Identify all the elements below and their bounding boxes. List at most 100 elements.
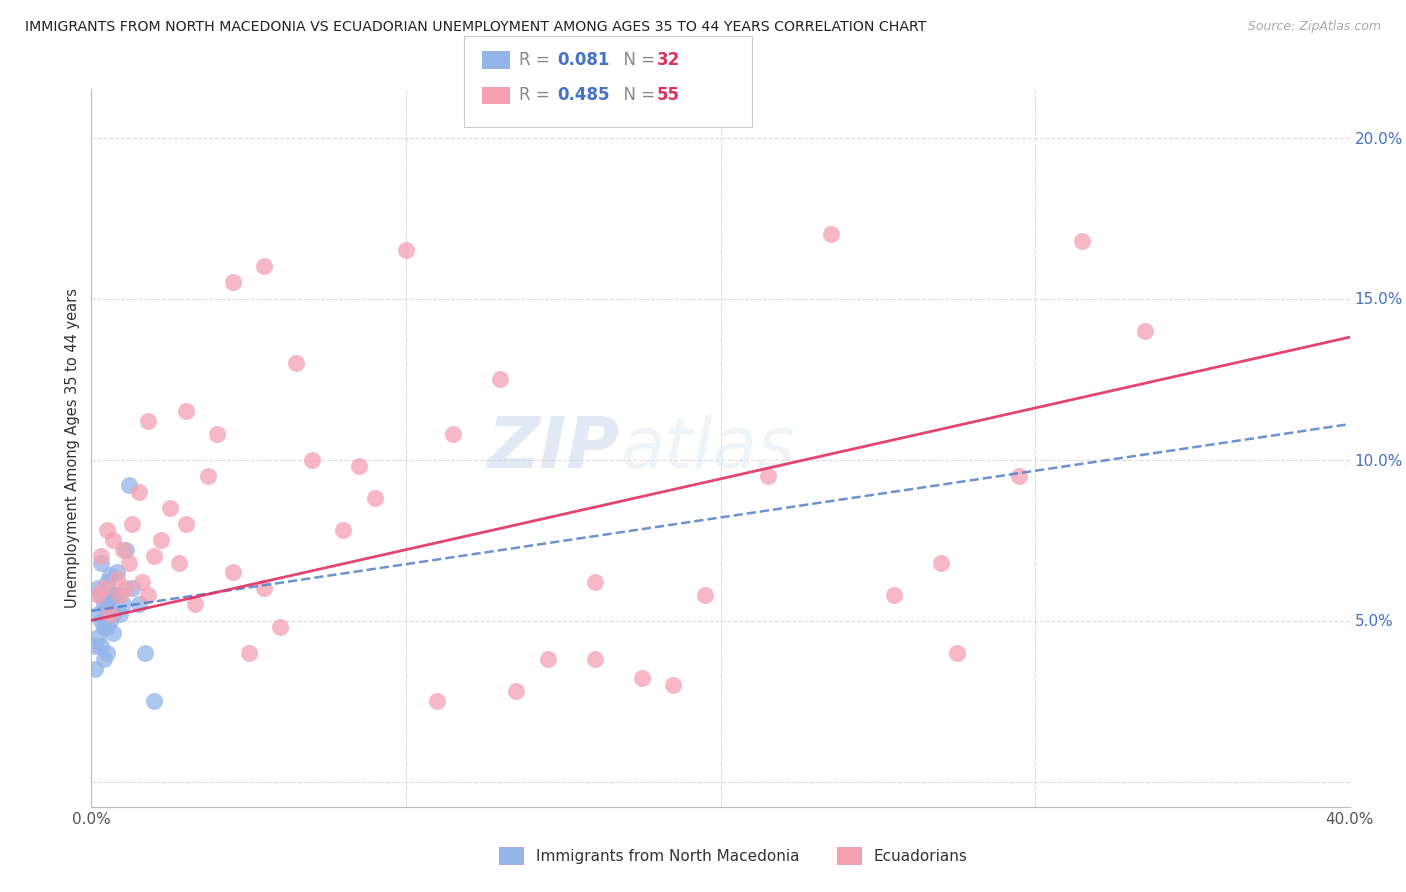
Point [128,484,150,499]
Point [90,640,112,654]
Point [1135,324,1157,338]
Point [118,478,141,492]
Point [347,458,370,473]
Point [115,582,138,596]
Point [505,684,527,698]
Point [134,646,156,660]
Point [108,588,131,602]
Point [103,626,125,640]
Point [98,568,121,582]
Point [222,565,245,579]
Point [103,533,125,547]
Point [83,640,105,654]
Point [489,372,512,386]
Point [253,260,276,274]
Point [159,500,181,515]
Text: N =: N = [613,87,661,104]
Text: Immigrants from North Macedonia: Immigrants from North Macedonia [536,849,799,863]
Text: IMMIGRANTS FROM NORTH MACEDONIA VS ECUADORIAN UNEMPLOYMENT AMONG AGES 35 TO 44 Y: IMMIGRANTS FROM NORTH MACEDONIA VS ECUAD… [25,20,927,34]
Point [253,582,276,596]
Point [441,426,464,441]
Point [205,426,228,441]
Point [269,620,291,634]
Text: N =: N = [613,51,661,69]
Point [820,227,842,241]
Text: Source: ZipAtlas.com: Source: ZipAtlas.com [1247,20,1381,33]
Text: 0.485: 0.485 [557,87,609,104]
Point [118,556,141,570]
Point [169,556,191,570]
Point [98,607,121,621]
Point [96,574,118,589]
Point [222,276,245,290]
Point [96,598,118,612]
Point [174,516,197,531]
Point [121,582,143,596]
Point [363,491,385,505]
Point [90,556,112,570]
Point [90,549,112,563]
Point [121,516,143,531]
Point [111,542,134,557]
Point [583,574,606,589]
Text: atlas: atlas [620,414,794,483]
Text: 0.081: 0.081 [557,51,609,69]
Point [105,565,128,579]
Point [96,620,118,634]
Point [93,652,115,666]
Point [426,694,449,708]
Point [90,588,112,602]
Point [86,588,108,602]
Point [98,591,121,605]
Point [131,574,153,589]
Point [284,356,307,370]
Point [143,694,166,708]
Point [93,582,115,596]
Text: ZIP: ZIP [488,414,620,483]
Point [108,607,131,621]
Text: 32: 32 [657,51,681,69]
Point [197,468,219,483]
Point [86,607,108,621]
Point [662,678,685,692]
Point [128,598,150,612]
Text: 55: 55 [657,87,679,104]
Point [111,598,134,612]
Point [93,598,115,612]
Point [1008,468,1031,483]
Point [883,588,905,602]
Point [536,652,558,666]
Text: R =: R = [519,51,555,69]
Point [149,533,172,547]
Point [86,582,108,596]
Point [174,404,197,418]
Point [90,614,112,628]
Point [103,607,125,621]
Point [631,672,654,686]
Point [98,614,121,628]
Point [86,630,108,644]
Point [115,542,138,557]
Point [1071,234,1094,248]
Text: R =: R = [519,87,555,104]
Point [395,243,418,257]
Point [96,524,118,538]
Point [93,620,115,634]
Point [583,652,606,666]
Point [136,588,159,602]
Point [945,646,967,660]
Point [238,646,260,660]
Point [105,588,128,602]
Point [184,598,207,612]
Point [332,524,354,538]
Point [83,662,105,676]
Point [103,588,125,602]
Y-axis label: Unemployment Among Ages 35 to 44 years: Unemployment Among Ages 35 to 44 years [65,288,80,608]
Point [96,646,118,660]
Text: Ecuadorians: Ecuadorians [873,849,967,863]
Point [929,556,952,570]
Point [136,414,159,428]
Point [301,452,323,467]
Point [105,572,128,586]
Point [756,468,779,483]
